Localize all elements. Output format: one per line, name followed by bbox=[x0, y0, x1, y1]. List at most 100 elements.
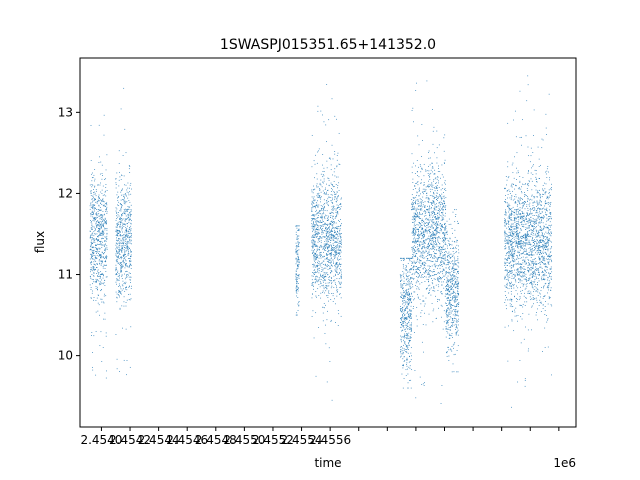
data-point bbox=[434, 187, 436, 189]
data-point bbox=[328, 277, 330, 278]
data-point bbox=[329, 242, 331, 244]
data-point bbox=[98, 254, 100, 256]
data-point bbox=[312, 205, 313, 207]
data-point bbox=[421, 228, 423, 229]
data-point bbox=[426, 260, 428, 262]
data-point bbox=[407, 346, 408, 348]
data-point bbox=[516, 315, 517, 317]
data-point bbox=[419, 266, 421, 268]
data-point bbox=[311, 210, 313, 212]
data-point bbox=[296, 227, 298, 229]
data-point bbox=[103, 204, 105, 206]
data-point bbox=[431, 278, 432, 279]
data-point bbox=[295, 274, 297, 276]
data-point bbox=[320, 209, 322, 211]
data-point bbox=[406, 338, 408, 340]
data-point bbox=[450, 244, 452, 245]
data-point bbox=[295, 263, 297, 265]
data-point bbox=[322, 154, 324, 155]
data-point bbox=[412, 206, 414, 207]
data-point bbox=[103, 246, 105, 247]
data-point bbox=[90, 289, 92, 290]
data-point bbox=[97, 270, 98, 272]
data-point bbox=[116, 259, 118, 261]
data-point bbox=[538, 249, 540, 251]
data-point bbox=[405, 318, 407, 319]
data-point bbox=[423, 234, 425, 235]
data-point bbox=[331, 224, 333, 226]
data-point bbox=[324, 263, 326, 265]
data-point bbox=[412, 242, 414, 243]
data-point bbox=[447, 262, 449, 264]
data-point bbox=[408, 293, 410, 294]
data-point bbox=[335, 193, 336, 195]
data-point bbox=[90, 227, 92, 229]
data-point bbox=[433, 209, 435, 211]
data-point bbox=[326, 229, 327, 231]
data-point bbox=[334, 232, 335, 234]
data-point bbox=[298, 246, 300, 247]
data-point bbox=[326, 243, 328, 245]
data-point bbox=[323, 199, 325, 201]
data-point bbox=[425, 223, 426, 224]
data-point bbox=[446, 293, 448, 295]
data-point bbox=[314, 242, 316, 244]
data-point bbox=[322, 320, 324, 322]
data-point bbox=[423, 163, 425, 165]
data-point bbox=[321, 231, 323, 233]
data-point bbox=[455, 323, 457, 325]
data-point bbox=[296, 283, 298, 285]
data-point bbox=[101, 274, 102, 275]
data-point bbox=[413, 249, 415, 251]
data-point bbox=[417, 200, 419, 202]
data-point bbox=[119, 226, 120, 228]
data-point bbox=[447, 264, 449, 266]
data-point bbox=[400, 319, 402, 321]
data-point bbox=[448, 302, 450, 304]
data-point bbox=[127, 182, 129, 184]
data-point bbox=[446, 314, 448, 316]
data-point bbox=[119, 253, 120, 255]
data-point bbox=[319, 278, 321, 280]
data-point bbox=[419, 211, 420, 213]
data-point bbox=[441, 284, 443, 286]
data-point bbox=[414, 233, 416, 235]
data-point bbox=[406, 257, 407, 259]
data-point bbox=[429, 239, 431, 241]
data-point bbox=[329, 253, 331, 254]
data-point bbox=[328, 225, 330, 227]
data-point bbox=[420, 208, 421, 210]
data-point bbox=[105, 261, 106, 263]
data-point bbox=[118, 215, 120, 217]
data-point bbox=[415, 215, 417, 217]
data-point bbox=[123, 283, 125, 285]
data-point bbox=[457, 303, 458, 304]
data-point bbox=[125, 152, 127, 154]
data-point bbox=[445, 208, 446, 210]
data-point bbox=[125, 286, 127, 288]
data-point bbox=[440, 230, 442, 232]
data-point bbox=[447, 259, 449, 261]
data-point bbox=[105, 255, 107, 257]
data-point bbox=[331, 188, 332, 189]
data-point bbox=[295, 258, 297, 260]
data-point bbox=[318, 295, 320, 296]
data-point bbox=[327, 220, 329, 221]
data-point bbox=[120, 179, 122, 180]
data-point bbox=[455, 326, 457, 328]
data-point bbox=[401, 336, 403, 338]
data-point bbox=[311, 204, 313, 205]
data-point bbox=[322, 216, 324, 218]
data-point bbox=[316, 251, 317, 253]
data-point bbox=[104, 221, 106, 222]
data-point bbox=[408, 298, 410, 299]
data-point bbox=[124, 200, 126, 202]
data-point bbox=[100, 243, 102, 245]
data-point bbox=[106, 190, 108, 191]
data-point bbox=[431, 254, 433, 256]
data-point bbox=[400, 346, 402, 348]
data-point bbox=[455, 329, 456, 330]
data-point bbox=[124, 184, 125, 186]
data-point bbox=[330, 255, 332, 257]
data-point bbox=[104, 236, 106, 238]
